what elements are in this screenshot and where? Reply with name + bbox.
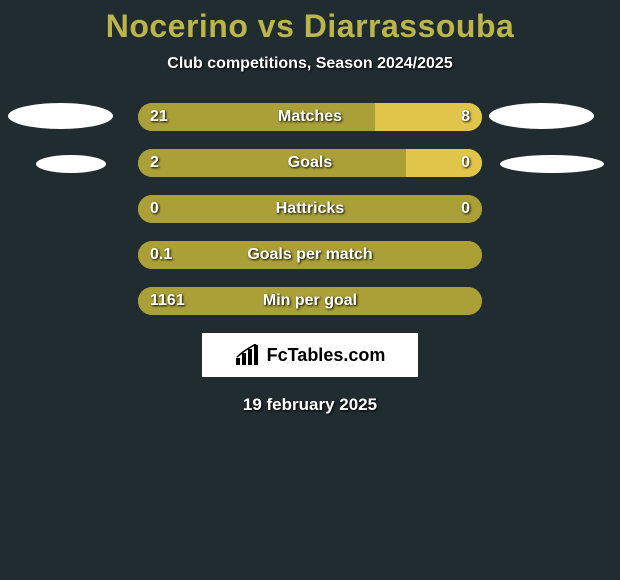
stat-row: 1161Min per goal (0, 287, 620, 315)
bar-left (138, 287, 482, 315)
right-value: 8 (461, 103, 470, 131)
left-value: 0.1 (150, 241, 172, 269)
bar-left (138, 195, 482, 223)
brand-badge: FcTables.com (202, 333, 418, 377)
stat-row: 00Hattricks (0, 195, 620, 223)
player-ellipse-right (489, 103, 594, 129)
page-subtitle: Club competitions, Season 2024/2025 (0, 55, 620, 73)
stat-row: 218Matches (0, 103, 620, 131)
page-title: Nocerino vs Diarrassouba (0, 0, 620, 45)
bar-left (138, 149, 406, 177)
bar-track (138, 149, 482, 177)
bar-track (138, 195, 482, 223)
left-value: 2 (150, 149, 159, 177)
footer-date: 19 february 2025 (0, 395, 620, 415)
left-value: 21 (150, 103, 168, 131)
bar-track (138, 103, 482, 131)
bar-track (138, 287, 482, 315)
stat-row: 0.1Goals per match (0, 241, 620, 269)
brand-text: FcTables.com (267, 345, 386, 366)
left-value: 0 (150, 195, 159, 223)
player-ellipse-left (36, 155, 106, 173)
right-value: 0 (461, 195, 470, 223)
comparison-rows: 218Matches20Goals00Hattricks0.1Goals per… (0, 103, 620, 315)
bar-track (138, 241, 482, 269)
right-value: 0 (461, 149, 470, 177)
bar-left (138, 103, 375, 131)
bar-right (406, 149, 482, 177)
left-value: 1161 (150, 287, 185, 315)
stat-row: 20Goals (0, 149, 620, 177)
player-ellipse-left (8, 103, 113, 129)
player-ellipse-right (500, 155, 604, 173)
bar-left (138, 241, 482, 269)
bars-icon (235, 344, 261, 366)
